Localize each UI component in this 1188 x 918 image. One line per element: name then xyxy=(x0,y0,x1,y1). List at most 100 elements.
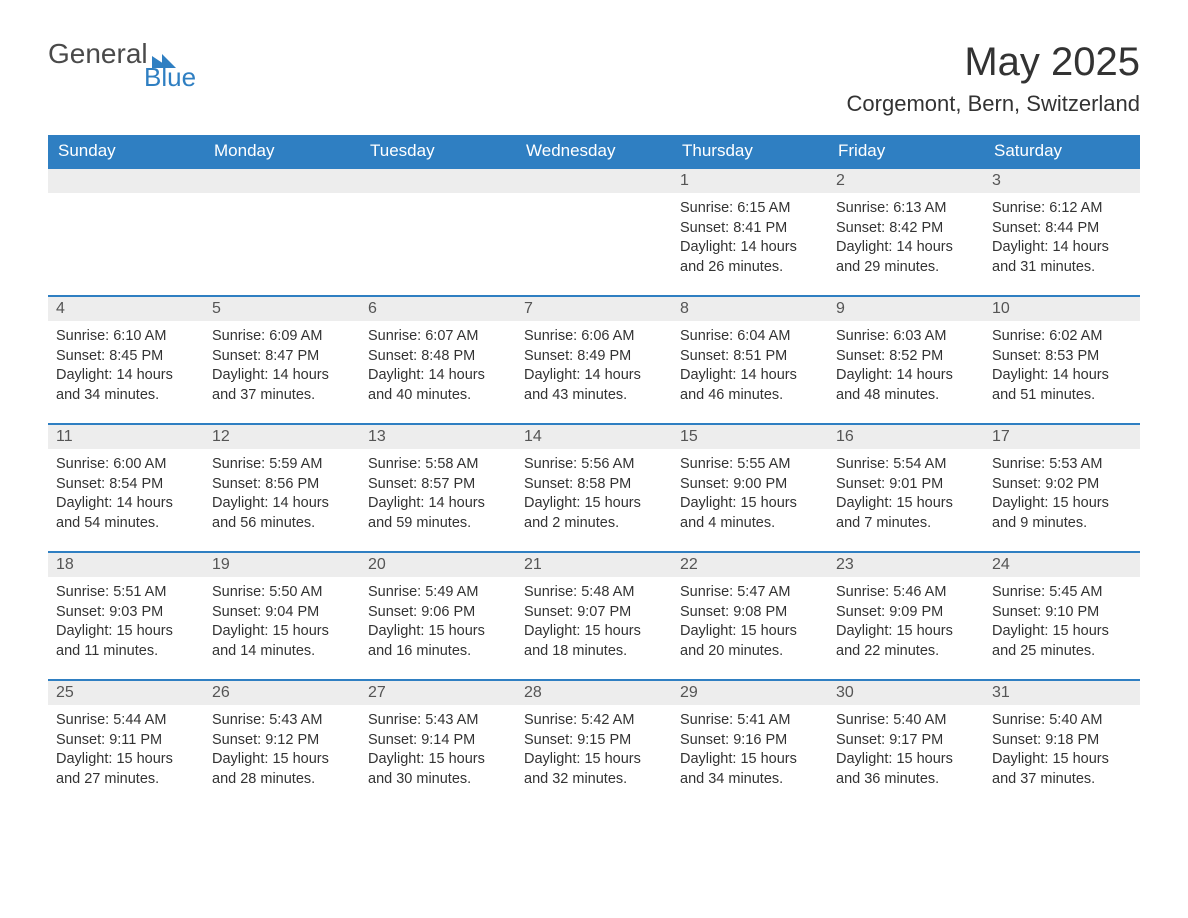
sunset-line: Sunset: 8:47 PM xyxy=(212,347,352,367)
sunset-line: Sunset: 9:15 PM xyxy=(524,731,664,751)
day-details: Sunrise: 6:04 AMSunset: 8:51 PMDaylight:… xyxy=(672,321,828,415)
sunset-line: Sunset: 9:00 PM xyxy=(680,475,820,495)
day-details: Sunrise: 6:03 AMSunset: 8:52 PMDaylight:… xyxy=(828,321,984,415)
sunset-line: Sunset: 9:04 PM xyxy=(212,603,352,623)
day-details: Sunrise: 5:54 AMSunset: 9:01 PMDaylight:… xyxy=(828,449,984,543)
sunrise-line: Sunrise: 6:03 AM xyxy=(836,327,976,347)
sunrise-line: Sunrise: 5:46 AM xyxy=(836,583,976,603)
daylight-line: Daylight: 15 hours and 9 minutes. xyxy=(992,494,1132,533)
sunrise-line: Sunrise: 5:45 AM xyxy=(992,583,1132,603)
sunset-line: Sunset: 9:14 PM xyxy=(368,731,508,751)
sunrise-line: Sunrise: 6:06 AM xyxy=(524,327,664,347)
day-cell: 13Sunrise: 5:58 AMSunset: 8:57 PMDayligh… xyxy=(360,424,516,552)
daylight-line: Daylight: 14 hours and 54 minutes. xyxy=(56,494,196,533)
day-cell: 9Sunrise: 6:03 AMSunset: 8:52 PMDaylight… xyxy=(828,296,984,424)
daylight-line: Daylight: 15 hours and 2 minutes. xyxy=(524,494,664,533)
empty-day-header xyxy=(516,169,672,193)
weekday-header: Thursday xyxy=(672,135,828,168)
sunrise-line: Sunrise: 5:43 AM xyxy=(368,711,508,731)
day-cell: 20Sunrise: 5:49 AMSunset: 9:06 PMDayligh… xyxy=(360,552,516,680)
day-number: 7 xyxy=(516,297,672,321)
day-details: Sunrise: 5:46 AMSunset: 9:09 PMDaylight:… xyxy=(828,577,984,671)
sunset-line: Sunset: 8:53 PM xyxy=(992,347,1132,367)
day-number: 16 xyxy=(828,425,984,449)
empty-day-header xyxy=(360,169,516,193)
day-details: Sunrise: 6:00 AMSunset: 8:54 PMDaylight:… xyxy=(48,449,204,543)
daylight-line: Daylight: 14 hours and 31 minutes. xyxy=(992,238,1132,277)
day-details: Sunrise: 5:44 AMSunset: 9:11 PMDaylight:… xyxy=(48,705,204,799)
day-cell: 5Sunrise: 6:09 AMSunset: 8:47 PMDaylight… xyxy=(204,296,360,424)
day-cell: 24Sunrise: 5:45 AMSunset: 9:10 PMDayligh… xyxy=(984,552,1140,680)
daylight-line: Daylight: 14 hours and 26 minutes. xyxy=(680,238,820,277)
day-number: 9 xyxy=(828,297,984,321)
day-cell: 1Sunrise: 6:15 AMSunset: 8:41 PMDaylight… xyxy=(672,168,828,296)
sunset-line: Sunset: 8:52 PM xyxy=(836,347,976,367)
sunrise-line: Sunrise: 6:15 AM xyxy=(680,199,820,219)
sunrise-line: Sunrise: 6:04 AM xyxy=(680,327,820,347)
day-number: 24 xyxy=(984,553,1140,577)
day-number: 13 xyxy=(360,425,516,449)
daylight-line: Daylight: 14 hours and 51 minutes. xyxy=(992,366,1132,405)
day-number: 11 xyxy=(48,425,204,449)
day-details: Sunrise: 5:40 AMSunset: 9:18 PMDaylight:… xyxy=(984,705,1140,799)
day-number: 17 xyxy=(984,425,1140,449)
day-cell xyxy=(48,168,204,296)
daylight-line: Daylight: 14 hours and 46 minutes. xyxy=(680,366,820,405)
sunrise-line: Sunrise: 5:50 AM xyxy=(212,583,352,603)
day-cell: 31Sunrise: 5:40 AMSunset: 9:18 PMDayligh… xyxy=(984,680,1140,808)
week-row: 25Sunrise: 5:44 AMSunset: 9:11 PMDayligh… xyxy=(48,680,1140,808)
day-cell xyxy=(360,168,516,296)
day-number: 31 xyxy=(984,681,1140,705)
sunset-line: Sunset: 9:07 PM xyxy=(524,603,664,623)
sunset-line: Sunset: 8:42 PM xyxy=(836,219,976,239)
day-cell: 28Sunrise: 5:42 AMSunset: 9:15 PMDayligh… xyxy=(516,680,672,808)
day-details: Sunrise: 5:40 AMSunset: 9:17 PMDaylight:… xyxy=(828,705,984,799)
day-cell: 4Sunrise: 6:10 AMSunset: 8:45 PMDaylight… xyxy=(48,296,204,424)
day-details: Sunrise: 5:50 AMSunset: 9:04 PMDaylight:… xyxy=(204,577,360,671)
day-details: Sunrise: 6:07 AMSunset: 8:48 PMDaylight:… xyxy=(360,321,516,415)
weekday-header: Saturday xyxy=(984,135,1140,168)
day-cell: 3Sunrise: 6:12 AMSunset: 8:44 PMDaylight… xyxy=(984,168,1140,296)
daylight-line: Daylight: 15 hours and 27 minutes. xyxy=(56,750,196,789)
weekday-header: Friday xyxy=(828,135,984,168)
day-details: Sunrise: 6:06 AMSunset: 8:49 PMDaylight:… xyxy=(516,321,672,415)
day-number: 30 xyxy=(828,681,984,705)
day-details: Sunrise: 5:51 AMSunset: 9:03 PMDaylight:… xyxy=(48,577,204,671)
logo-text-general: General xyxy=(48,40,148,68)
sunrise-line: Sunrise: 5:41 AM xyxy=(680,711,820,731)
day-cell: 25Sunrise: 5:44 AMSunset: 9:11 PMDayligh… xyxy=(48,680,204,808)
daylight-line: Daylight: 14 hours and 56 minutes. xyxy=(212,494,352,533)
day-details: Sunrise: 5:56 AMSunset: 8:58 PMDaylight:… xyxy=(516,449,672,543)
day-number: 5 xyxy=(204,297,360,321)
day-cell: 26Sunrise: 5:43 AMSunset: 9:12 PMDayligh… xyxy=(204,680,360,808)
day-number: 27 xyxy=(360,681,516,705)
day-cell xyxy=(516,168,672,296)
daylight-line: Daylight: 15 hours and 37 minutes. xyxy=(992,750,1132,789)
day-number: 3 xyxy=(984,169,1140,193)
day-cell xyxy=(204,168,360,296)
day-cell: 14Sunrise: 5:56 AMSunset: 8:58 PMDayligh… xyxy=(516,424,672,552)
sunset-line: Sunset: 9:18 PM xyxy=(992,731,1132,751)
daylight-line: Daylight: 14 hours and 48 minutes. xyxy=(836,366,976,405)
day-details: Sunrise: 5:47 AMSunset: 9:08 PMDaylight:… xyxy=(672,577,828,671)
day-number: 8 xyxy=(672,297,828,321)
daylight-line: Daylight: 15 hours and 32 minutes. xyxy=(524,750,664,789)
sunset-line: Sunset: 8:54 PM xyxy=(56,475,196,495)
day-number: 1 xyxy=(672,169,828,193)
sunrise-line: Sunrise: 5:40 AM xyxy=(836,711,976,731)
sunset-line: Sunset: 8:48 PM xyxy=(368,347,508,367)
daylight-line: Daylight: 15 hours and 4 minutes. xyxy=(680,494,820,533)
day-number: 2 xyxy=(828,169,984,193)
day-details: Sunrise: 5:59 AMSunset: 8:56 PMDaylight:… xyxy=(204,449,360,543)
day-number: 14 xyxy=(516,425,672,449)
sunrise-line: Sunrise: 5:49 AM xyxy=(368,583,508,603)
day-number: 23 xyxy=(828,553,984,577)
daylight-line: Daylight: 14 hours and 59 minutes. xyxy=(368,494,508,533)
sunrise-line: Sunrise: 5:53 AM xyxy=(992,455,1132,475)
day-details: Sunrise: 5:42 AMSunset: 9:15 PMDaylight:… xyxy=(516,705,672,799)
sunrise-line: Sunrise: 6:07 AM xyxy=(368,327,508,347)
day-number: 4 xyxy=(48,297,204,321)
sunset-line: Sunset: 8:49 PM xyxy=(524,347,664,367)
sunset-line: Sunset: 8:45 PM xyxy=(56,347,196,367)
calendar-body: 1Sunrise: 6:15 AMSunset: 8:41 PMDaylight… xyxy=(48,168,1140,808)
